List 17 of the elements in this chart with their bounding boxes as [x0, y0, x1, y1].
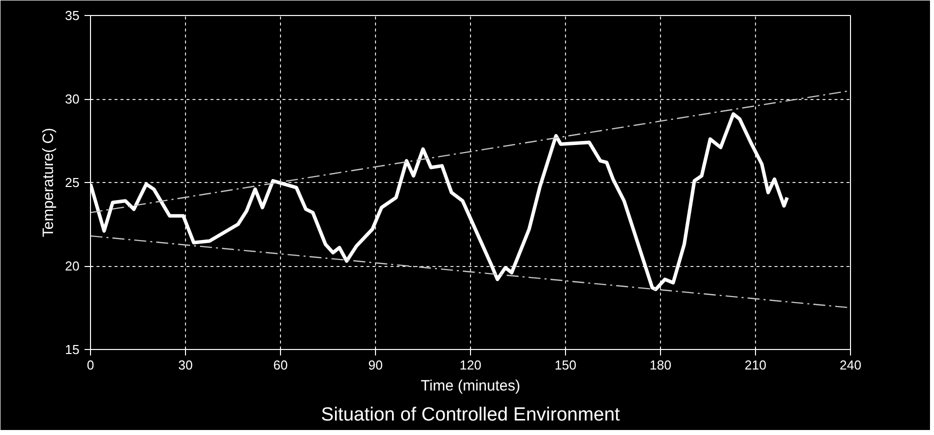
x-tick-label: 120 — [460, 358, 482, 372]
y-tick-label: 35 — [65, 8, 80, 23]
y-tick-label: 20 — [65, 258, 80, 274]
x-tick-label: 90 — [368, 358, 383, 372]
x-tick-label: 210 — [744, 358, 766, 372]
x-axis-title: Time (minutes) — [420, 378, 520, 394]
x-tick-label: 60 — [273, 358, 288, 372]
y-axis-title: Temperature( C) — [40, 128, 58, 238]
x-tick-label: 150 — [554, 358, 576, 372]
y-tick-label: 30 — [65, 92, 80, 106]
x-tick-label: 0 — [86, 358, 94, 372]
x-tick-label: 180 — [650, 358, 672, 372]
text: Situation of Controlled Environment — [321, 404, 621, 426]
x-tick-label: 30 — [178, 358, 193, 372]
y-tick-label: 15 — [65, 342, 80, 357]
y-tick-label: 25 — [65, 175, 80, 190]
x-tick-label: 240 — [840, 358, 862, 372]
